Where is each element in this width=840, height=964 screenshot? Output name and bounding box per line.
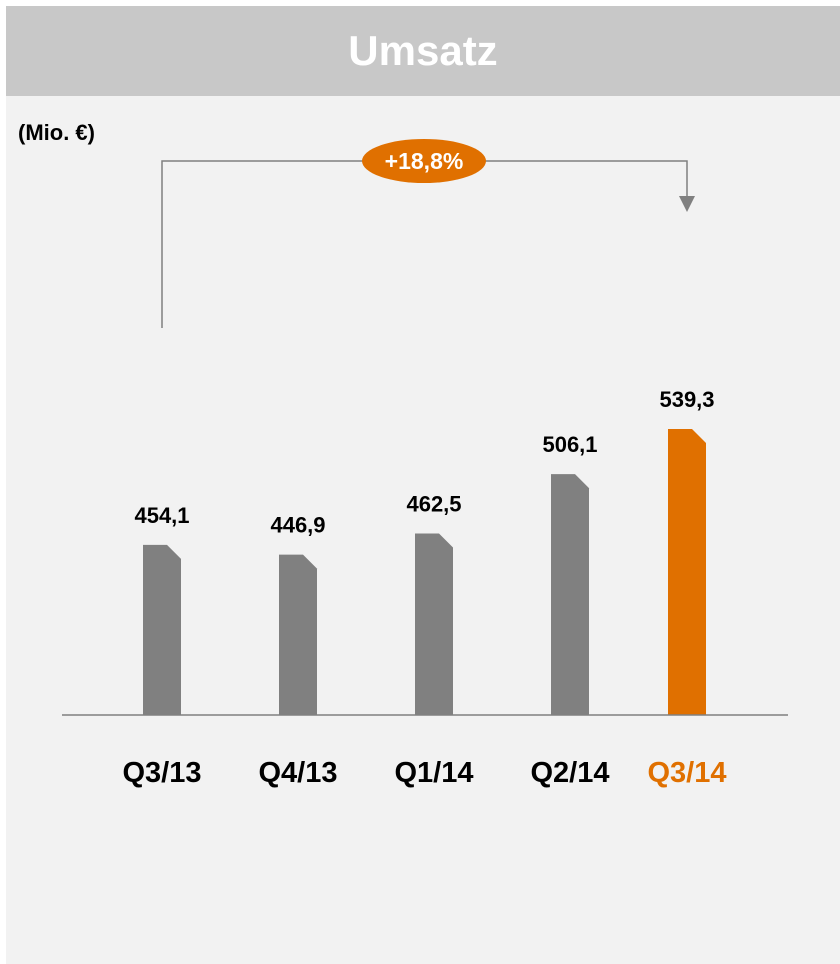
value-label: 539,3	[659, 387, 714, 412]
bar-q4-13	[279, 554, 317, 715]
growth-arrow-icon	[679, 196, 695, 212]
growth-connector-line	[161, 160, 688, 328]
value-label: 446,9	[270, 513, 325, 538]
growth-annotation-group: +18,8%	[161, 139, 695, 328]
category-label: Q1/14	[395, 757, 474, 789]
category-label: Q4/13	[259, 757, 338, 789]
bar-q3-14	[668, 428, 706, 715]
category-label: Q2/14	[531, 757, 610, 789]
category-label: Q3/13	[123, 757, 202, 789]
unit-label: (Mio. €)	[18, 120, 95, 145]
value-label: 506,1	[542, 432, 597, 457]
bar-q2-14	[551, 474, 589, 715]
value-label: 462,5	[406, 491, 461, 516]
growth-badge-label: +18,8%	[385, 148, 464, 174]
title-bar: Umsatz	[6, 6, 840, 96]
bars-group: 454,1 446,9 462,5 506,1 539,3	[134, 387, 715, 715]
bar-q1-14	[415, 533, 453, 715]
bar-q3-13	[143, 544, 181, 715]
growth-badge	[362, 139, 486, 183]
chart-title: Umsatz	[348, 27, 498, 74]
category-labels-group: Q3/13 Q4/13 Q1/14 Q2/14 Q3/14	[123, 757, 727, 789]
value-label: 454,1	[134, 503, 189, 528]
category-label: Q3/14	[648, 757, 727, 789]
